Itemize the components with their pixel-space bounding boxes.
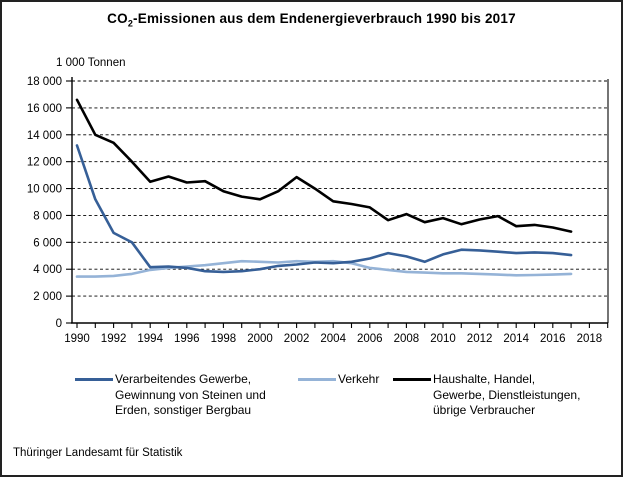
legend-item-verarbeitendes-gewerbe: Verarbeitendes Gewerbe, Gewinnung von Ste…: [75, 372, 266, 419]
y-tick-label: 16 000: [27, 103, 62, 115]
x-tick-label: 1996: [174, 333, 200, 345]
y-tick-label: 6 000: [33, 237, 62, 249]
y-tick-label: 8 000: [33, 210, 62, 222]
chart-title-subscript: 2: [127, 18, 134, 29]
legend-line-sample-dark-blue: [75, 378, 113, 381]
x-tick-label: 2014: [503, 333, 529, 345]
x-tick-label: 1994: [137, 333, 163, 345]
y-tick-label: 10 000: [27, 184, 62, 196]
x-tick-label: 2000: [247, 333, 273, 345]
y-tick-label: 12 000: [27, 157, 62, 169]
source-attribution: Thüringer Landesamt für Statistik: [13, 447, 183, 459]
chart-legend: Verarbeitendes Gewerbe, Gewinnung von Ste…: [0, 372, 623, 442]
legend-item-verkehr: Verkehr: [298, 372, 379, 388]
series-line-2: [75, 98, 573, 233]
series-line-0: [75, 144, 573, 274]
legend-label-verkehr: Verkehr: [338, 372, 380, 386]
legend-item-haushalte: Haushalte, Handel, Gewerbe, Dienstleistun…: [393, 372, 580, 419]
y-tick-label: 14 000: [27, 130, 62, 142]
x-tick-label: 1990: [64, 333, 90, 345]
x-tick-label: 1998: [211, 333, 237, 345]
x-tick-label: 2018: [577, 333, 603, 345]
legend-line-sample-light-blue: [298, 378, 336, 381]
chart-title-rest: -Emissionen aus dem Endenergieverbrauch …: [133, 11, 516, 26]
legend-label-verarbeitendes-gewerbe: Verarbeitendes Gewerbe, Gewinnung von Ste…: [115, 372, 266, 417]
x-tick-label: 2010: [430, 333, 456, 345]
x-tick-label: 1992: [101, 333, 127, 345]
y-tick-label: 2 000: [33, 291, 62, 303]
y-tick-label: 4 000: [33, 264, 62, 276]
y-axis-unit-label: 1 000 Tonnen: [56, 57, 126, 69]
x-tick-label: 2016: [540, 333, 566, 345]
x-tick-label: 2006: [357, 333, 383, 345]
x-tick-label: 2004: [320, 333, 346, 345]
x-tick-label: 2002: [284, 333, 310, 345]
series-line-1: [75, 259, 573, 278]
legend-label-haushalte: Haushalte, Handel, Gewerbe, Dienstleistun…: [433, 372, 581, 417]
chart-title-prefix: CO: [107, 11, 128, 26]
chart-title: CO2-Emissionen aus dem Endenergieverbrau…: [0, 11, 623, 29]
y-tick-label: 0: [56, 318, 62, 330]
x-tick-label: 2008: [394, 333, 420, 345]
x-tick-label: 2012: [467, 333, 493, 345]
legend-line-sample-black: [393, 378, 431, 381]
y-tick-label: 18 000: [27, 76, 62, 88]
